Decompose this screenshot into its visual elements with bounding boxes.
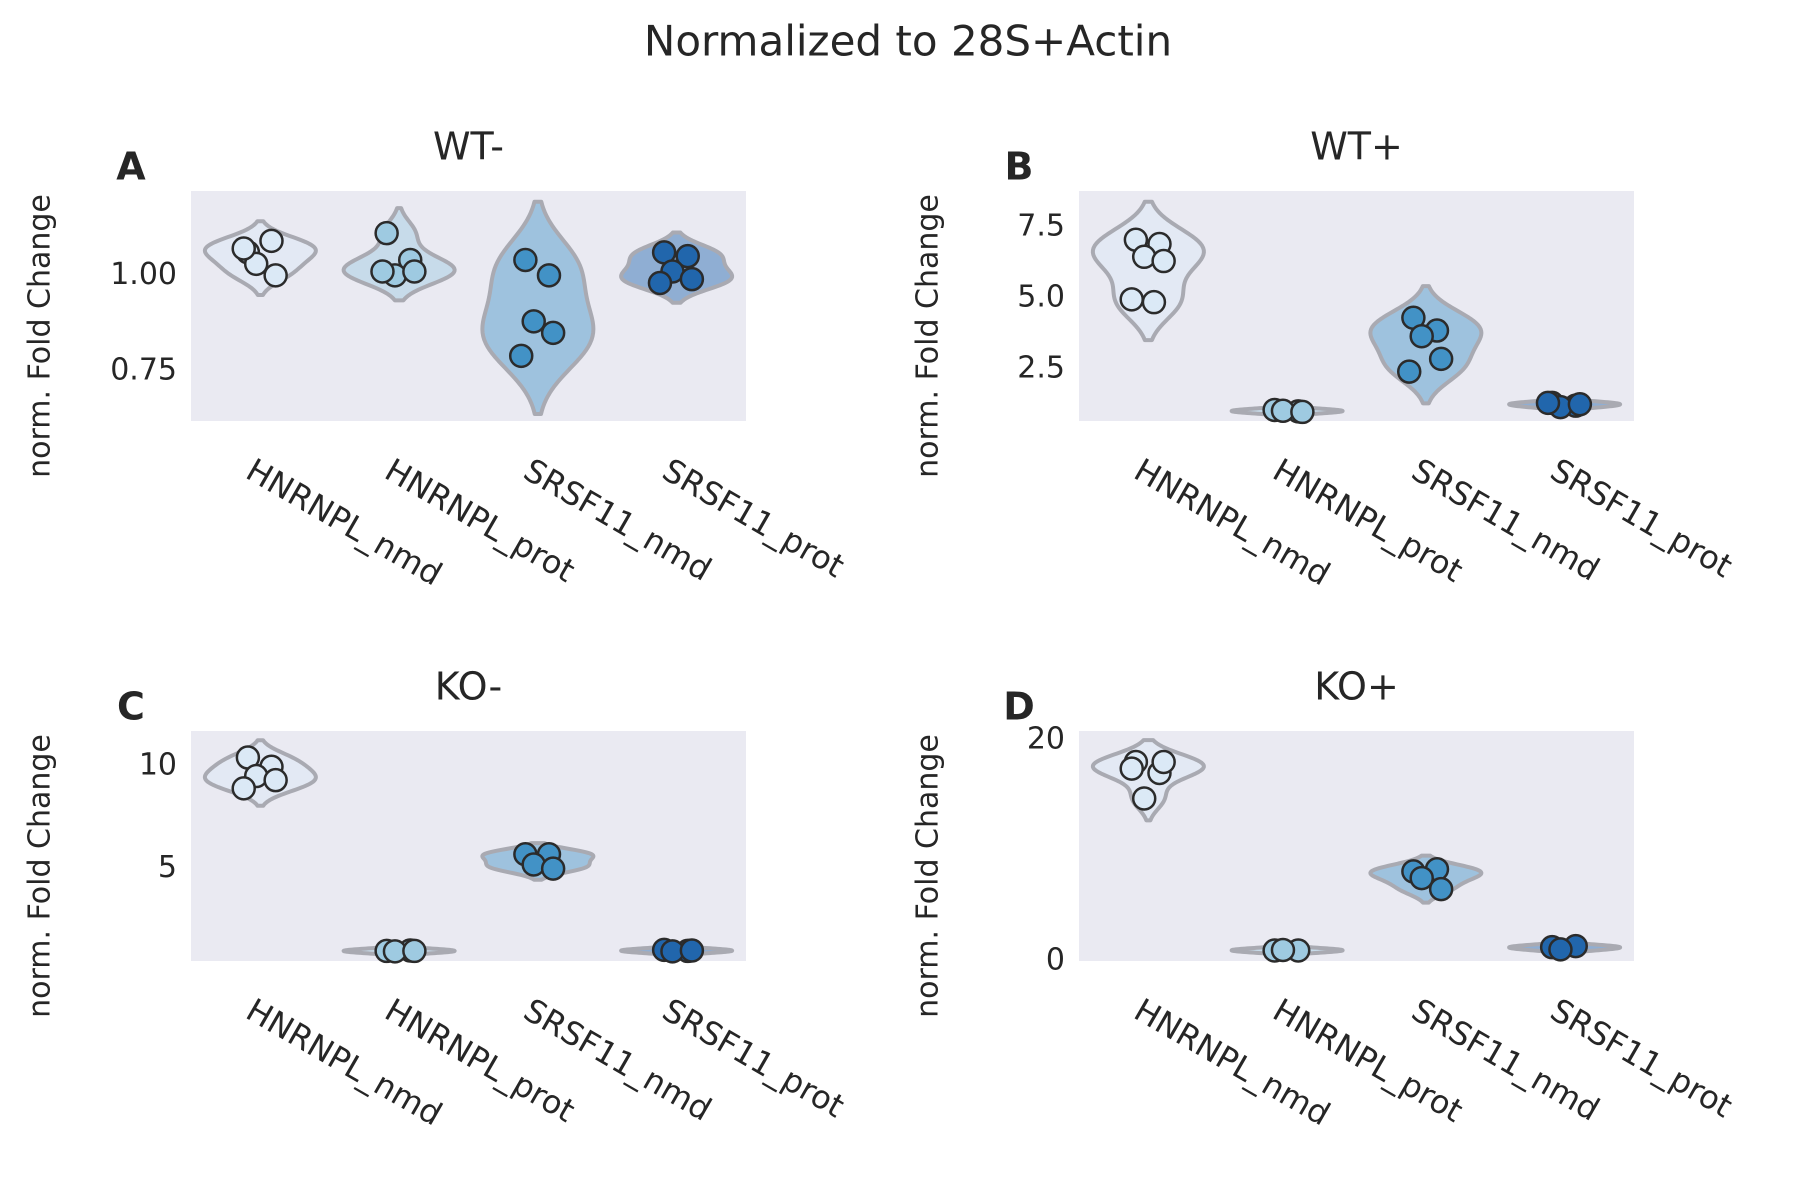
data-point [402, 259, 427, 284]
y-tick-label: 2.5 [1017, 350, 1065, 385]
violin [341, 206, 457, 303]
data-point [263, 767, 288, 793]
y-tick-label: 5 [158, 850, 177, 885]
violin [1090, 199, 1206, 343]
data-point [231, 776, 256, 801]
plot-background [191, 191, 746, 421]
data-point [1290, 399, 1315, 425]
data-point [508, 343, 534, 369]
data-point [679, 938, 705, 963]
panel-title: KO- [435, 665, 503, 709]
data-point [540, 856, 566, 881]
data-point [1548, 937, 1573, 962]
data-point [402, 938, 427, 964]
panel-label: A [116, 145, 146, 189]
y-axis-label: norm. Fold Change [23, 194, 58, 478]
data-point [1409, 323, 1434, 349]
y-tick-label: 0 [1046, 943, 1065, 978]
data-point [231, 236, 256, 261]
data-point [540, 320, 566, 346]
panel-label: B [1005, 145, 1034, 189]
violin [1090, 738, 1206, 823]
y-tick-label: 0.75 [110, 353, 177, 388]
data-point [259, 228, 284, 254]
data-point [370, 259, 395, 284]
panel-title: KO+ [1314, 665, 1399, 709]
data-point [675, 243, 700, 269]
data-point [1119, 756, 1144, 781]
data-point [1428, 346, 1454, 372]
data-point [647, 270, 673, 296]
data-point [513, 247, 538, 273]
data-point [536, 263, 562, 288]
data-point [521, 309, 546, 334]
data-point [1396, 359, 1422, 384]
panel-title: WT+ [1310, 125, 1403, 169]
data-point [374, 220, 399, 246]
data-point [1567, 392, 1593, 417]
data-point [1428, 876, 1454, 902]
y-axis-label: norm. Fold Change [911, 734, 946, 1018]
data-point [1409, 865, 1434, 891]
data-point [1151, 749, 1176, 775]
data-point [1270, 937, 1296, 963]
y-tick-label: 20 [1027, 721, 1065, 756]
data-point [1119, 287, 1144, 312]
figure-title: Normalized to 28S+Actin [644, 17, 1172, 66]
data-point [1535, 390, 1561, 416]
y-tick-label: 7.5 [1017, 209, 1065, 244]
y-axis-label: norm. Fold Change [911, 194, 946, 478]
panel-label: C [117, 685, 145, 729]
plot-background [191, 731, 746, 961]
data-point [521, 852, 546, 877]
data-point [1131, 786, 1157, 811]
data-point [263, 263, 288, 288]
data-point [679, 266, 705, 292]
y-tick-label: 1.00 [110, 257, 177, 292]
y-tick-label: 10 [139, 747, 177, 782]
y-axis-label: norm. Fold Change [23, 734, 58, 1018]
panel-title: WT- [433, 125, 504, 169]
panel-label: D [1003, 685, 1035, 729]
plot-background [1079, 191, 1634, 421]
y-tick-label: 5.0 [1017, 279, 1065, 314]
data-point [1141, 289, 1167, 315]
data-point [1151, 248, 1176, 274]
